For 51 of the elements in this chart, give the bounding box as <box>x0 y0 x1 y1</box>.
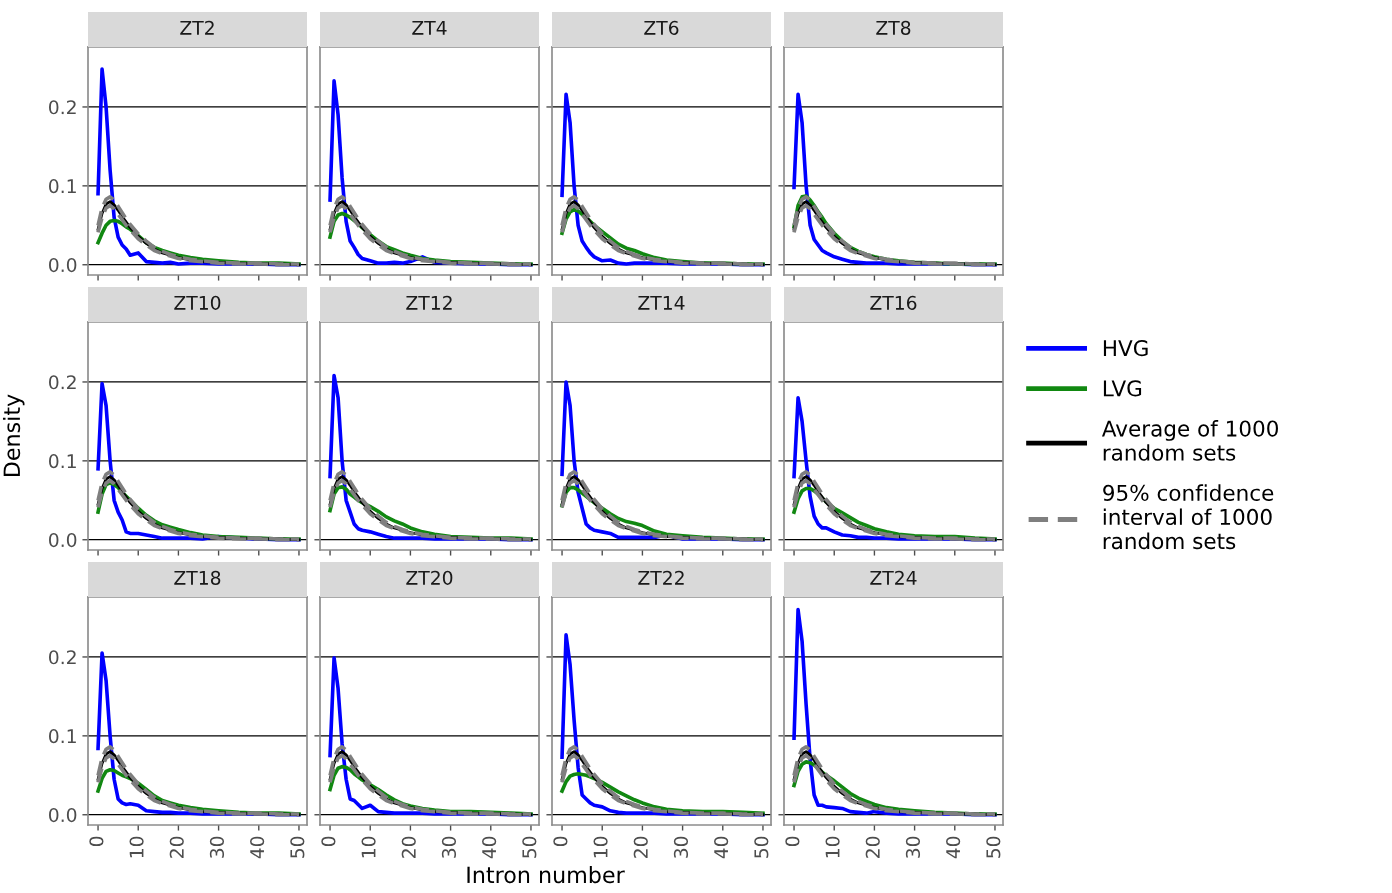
x-tick-label: 40 <box>714 836 729 859</box>
x-tick-label: 50 <box>290 836 305 858</box>
chart-title: ZT18 <box>174 570 221 585</box>
chart-title: ZT8 <box>876 20 911 35</box>
y-tick-label: 0.1 <box>49 179 76 194</box>
chart-title: ZT16 <box>870 295 917 310</box>
chart-title: ZT6 <box>644 20 679 35</box>
y-tick-label: 0.1 <box>49 729 76 744</box>
x-tick-label: 20 <box>865 836 880 858</box>
x-tick-label: 0 <box>321 836 336 847</box>
x-tick-label: 10 <box>361 836 376 858</box>
y-tick-label: 0.2 <box>49 100 76 115</box>
x-tick-label: 0 <box>89 836 104 847</box>
legend-label: Average of 1000 random sets <box>1101 420 1278 461</box>
chart-title: ZT20 <box>406 570 453 585</box>
x-tick-label: 50 <box>522 836 537 858</box>
x-tick-label: 0 <box>785 836 800 847</box>
x-tick-label: 50 <box>986 836 1001 858</box>
x-tick-label: 20 <box>633 836 648 858</box>
legend-label: LVG <box>1103 380 1142 397</box>
x-tick-label: 10 <box>129 836 144 858</box>
x-tick-label: 10 <box>825 836 840 858</box>
x-tick-label: 10 <box>593 836 608 858</box>
chart-title: ZT22 <box>638 570 684 585</box>
x-tick-label: 0 <box>553 836 568 847</box>
chart-title: ZT10 <box>174 295 221 310</box>
y-axis-title: Density <box>2 394 25 477</box>
legend-label: 95% confidence interval of 1000 random sets <box>1103 484 1274 550</box>
x-tick-label: 20 <box>401 836 416 858</box>
y-tick-label: 0.0 <box>49 257 77 273</box>
y-tick-label: 0.0 <box>49 807 77 823</box>
legend-label: HVG <box>1103 339 1148 357</box>
x-axis-title: Intron number <box>467 866 625 884</box>
y-tick-label: 0.1 <box>49 454 76 469</box>
x-tick-label: 30 <box>905 836 921 858</box>
x-tick-label: 30 <box>673 836 689 858</box>
x-tick-label: 40 <box>482 836 497 859</box>
x-tick-label: 50 <box>754 836 769 858</box>
y-tick-label: 0.0 <box>49 532 77 548</box>
y-tick-label: 0.2 <box>49 650 76 665</box>
x-tick-label: 40 <box>250 836 265 859</box>
chart-title: ZT2 <box>180 20 214 35</box>
x-tick-label: 20 <box>169 836 184 858</box>
chart-title: ZT4 <box>412 21 447 35</box>
y-tick-label: 0.2 <box>49 375 76 390</box>
chart-title: ZT14 <box>638 296 685 310</box>
chart-title: ZT24 <box>870 570 917 585</box>
chart-title: ZT12 <box>406 295 452 310</box>
x-tick-label: 40 <box>946 836 961 859</box>
x-tick-label: 30 <box>209 836 225 858</box>
x-tick-label: 30 <box>441 836 457 858</box>
